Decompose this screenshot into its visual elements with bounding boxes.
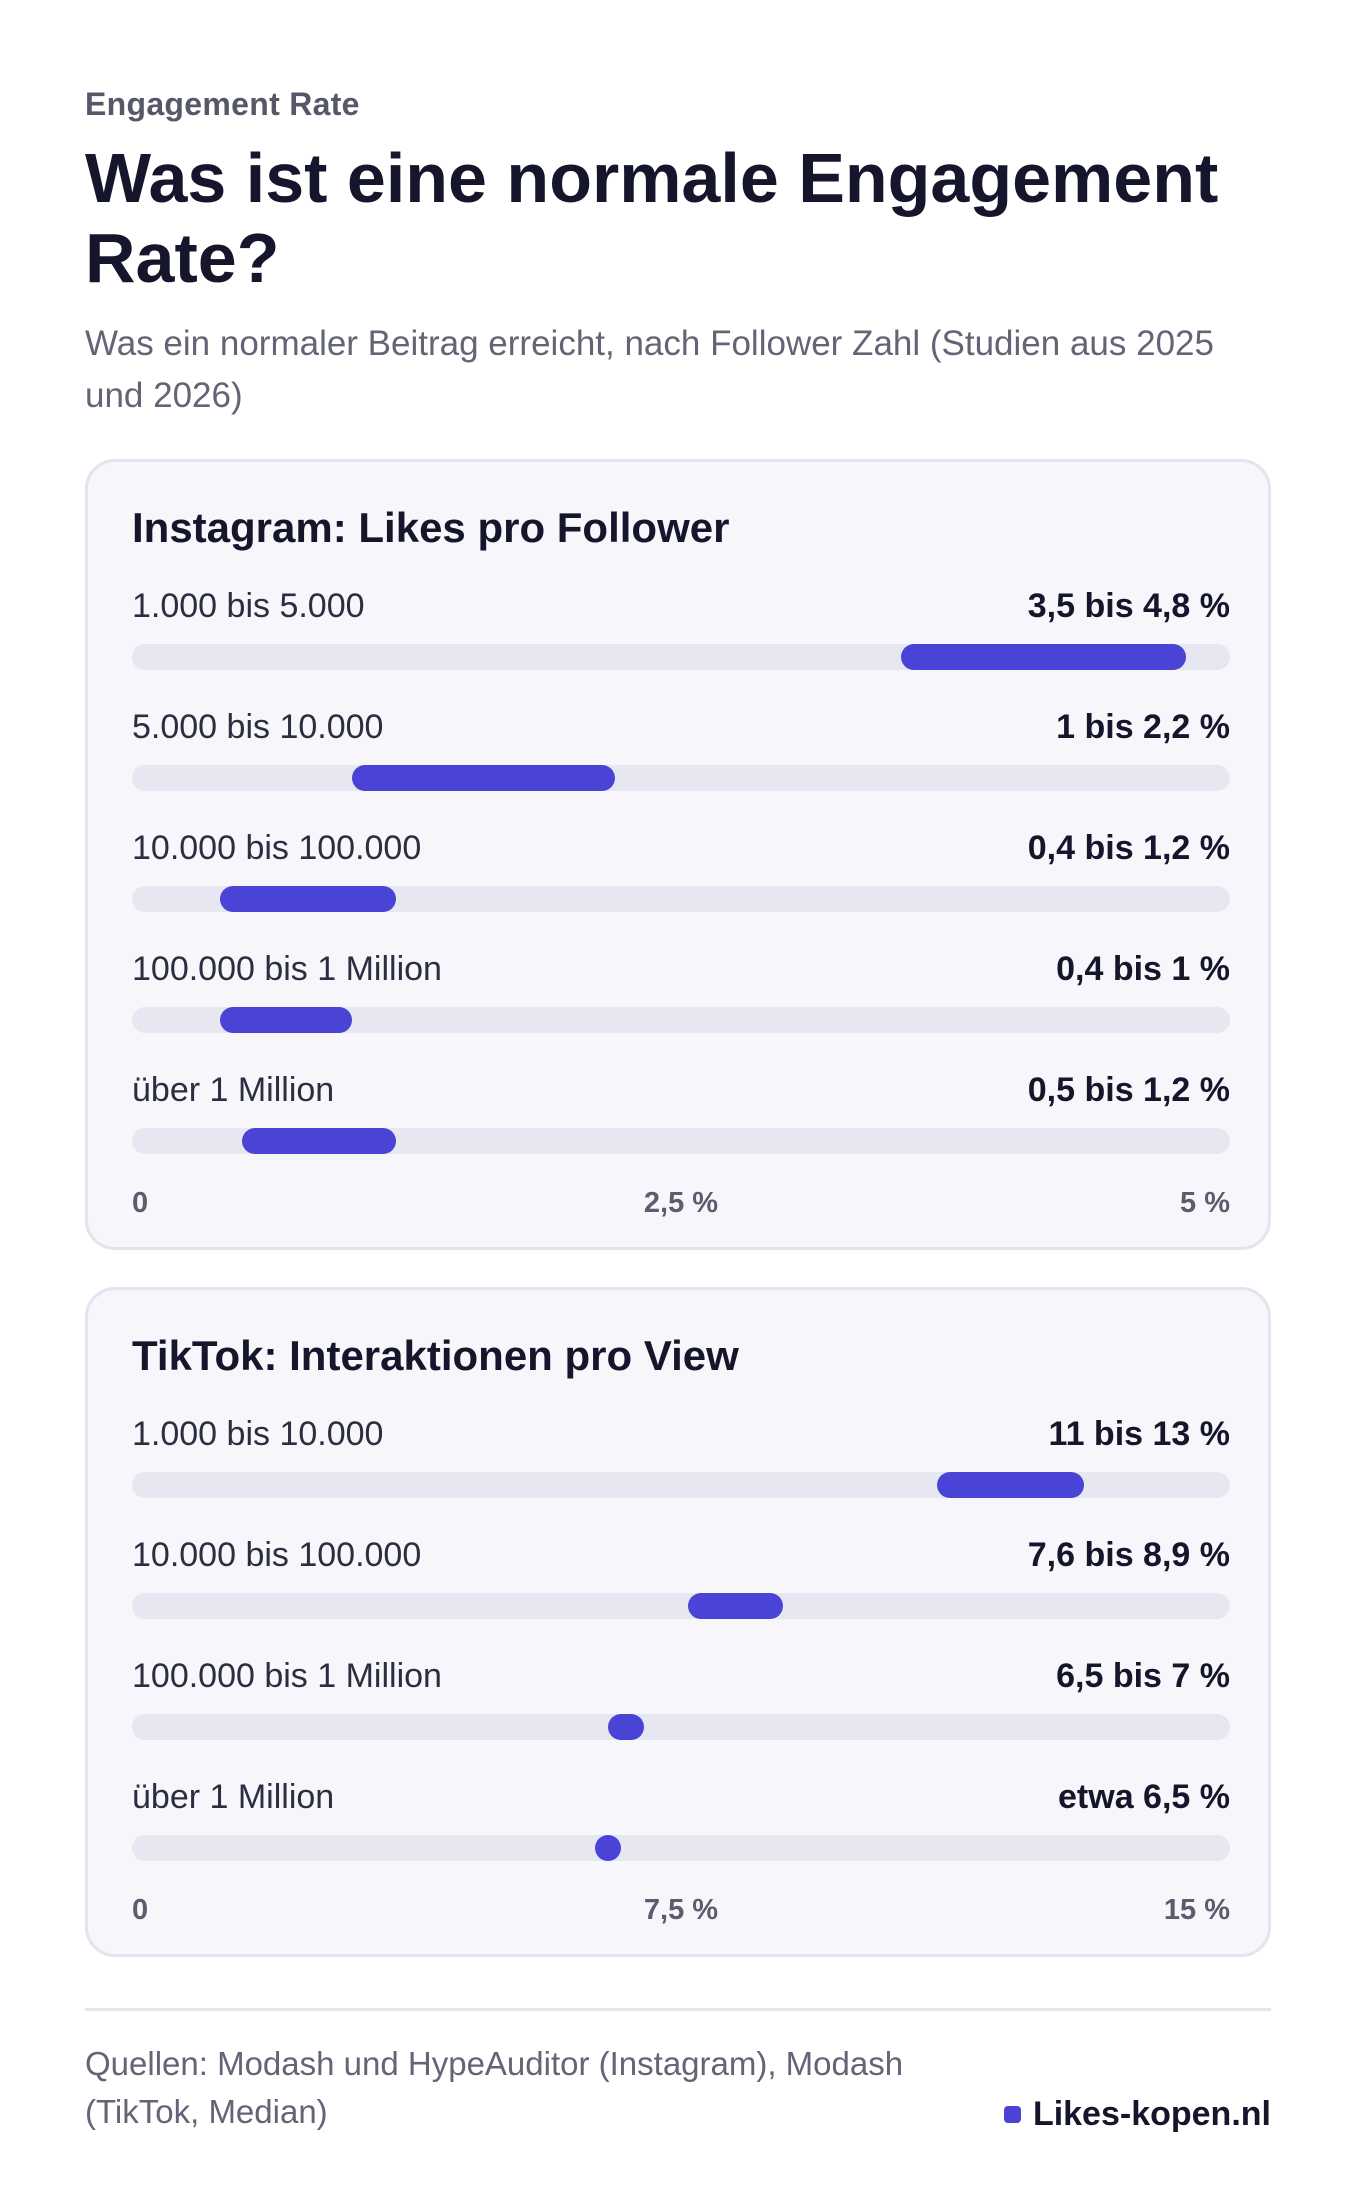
category-label: 100.000 bis 1 Million	[132, 950, 442, 988]
x-tick-label: 2,5 %	[643, 1187, 719, 1219]
chart-row: über 1 Million 0,5 bis 1,2 %	[132, 1070, 1230, 1160]
value-label: 0,4 bis 1 %	[1056, 950, 1230, 988]
x-tick-label: 5 %	[1180, 1187, 1230, 1219]
bar-track	[132, 1128, 1230, 1154]
chart-row: über 1 Million etwa 6,5 %	[132, 1777, 1230, 1867]
chart-row: 100.000 bis 1 Million 0,4 bis 1 %	[132, 949, 1230, 1039]
page-title: Was ist eine normale Engagement Rate?	[85, 139, 1219, 297]
range-bar	[937, 1472, 1084, 1498]
range-bar	[594, 1835, 621, 1861]
bar-track	[132, 1714, 1230, 1740]
x-tick-label: 0	[132, 1894, 149, 1926]
x-tick-label: 7,5 %	[643, 1894, 719, 1926]
range-bar	[219, 886, 396, 912]
chart-row: 100.000 bis 1 Million 6,5 bis 7 %	[132, 1656, 1230, 1746]
tiktok-chart-card: TikTok: Interaktionen pro View 1.000 bis…	[85, 1287, 1271, 1957]
range-bar	[241, 1128, 396, 1154]
bar-track	[132, 644, 1230, 670]
category-label: über 1 Million	[132, 1071, 335, 1109]
bar-track	[132, 1835, 1230, 1861]
bar-track	[132, 1593, 1230, 1619]
value-label: 3,5 bis 4,8 %	[1027, 587, 1230, 625]
chart-title: Instagram: Likes pro Follower	[132, 504, 730, 551]
chart-row: 5.000 bis 10.000 1 bis 2,2 %	[132, 707, 1230, 797]
bar-track	[132, 886, 1230, 912]
instagram-chart-card: Instagram: Likes pro Follower 1.000 bis …	[85, 459, 1271, 1250]
range-bar	[688, 1593, 784, 1619]
x-axis: 0 7,5 % 15 %	[132, 1893, 1230, 1927]
category-label: 100.000 bis 1 Million	[132, 1657, 442, 1695]
value-label: 0,5 bis 1,2 %	[1027, 1071, 1230, 1109]
chart-title: TikTok: Interaktionen pro View	[132, 1332, 739, 1379]
value-label: etwa 6,5 %	[1058, 1778, 1230, 1816]
range-bar	[900, 644, 1187, 670]
value-label: 0,4 bis 1,2 %	[1027, 829, 1230, 867]
bar-track	[132, 765, 1230, 791]
category-label: 10.000 bis 100.000	[132, 829, 422, 867]
value-label: 6,5 bis 7 %	[1056, 1657, 1230, 1695]
footer-divider	[85, 2008, 1271, 2011]
category-label: 5.000 bis 10.000	[132, 708, 384, 746]
brand-square-icon	[1003, 2105, 1021, 2123]
brand-name: Likes-kopen.nl	[1032, 2095, 1271, 2133]
category-label: 1.000 bis 10.000	[132, 1415, 384, 1453]
x-axis: 0 2,5 % 5 %	[132, 1186, 1230, 1220]
chart-row: 1.000 bis 10.000 11 bis 13 %	[132, 1414, 1230, 1504]
value-label: 7,6 bis 8,9 %	[1027, 1536, 1230, 1574]
brand-logo[interactable]: Likes-kopen.nl	[1003, 2094, 1271, 2134]
range-bar	[351, 765, 616, 791]
sources-note: Quellen: Modash und HypeAuditor (Instagr…	[85, 2045, 904, 2130]
x-tick-label: 15 %	[1163, 1894, 1230, 1926]
bar-track	[132, 1472, 1230, 1498]
range-bar	[219, 1007, 352, 1033]
chart-row: 10.000 bis 100.000 0,4 bis 1,2 %	[132, 828, 1230, 918]
chart-row: 10.000 bis 100.000 7,6 bis 8,9 %	[132, 1535, 1230, 1625]
bar-track	[132, 1007, 1230, 1033]
category-label: 1.000 bis 5.000	[132, 587, 365, 625]
category-label: 10.000 bis 100.000	[132, 1536, 422, 1574]
value-label: 1 bis 2,2 %	[1056, 708, 1230, 746]
eyebrow: Engagement Rate	[85, 86, 360, 122]
category-label: über 1 Million	[132, 1778, 335, 1816]
value-label: 11 bis 13 %	[1048, 1415, 1230, 1453]
page-subtitle: Was ein normaler Beitrag erreicht, nach …	[85, 324, 1214, 415]
range-bar	[607, 1714, 645, 1740]
x-tick-label: 0	[132, 1187, 149, 1219]
chart-row: 1.000 bis 5.000 3,5 bis 4,8 %	[132, 586, 1230, 676]
